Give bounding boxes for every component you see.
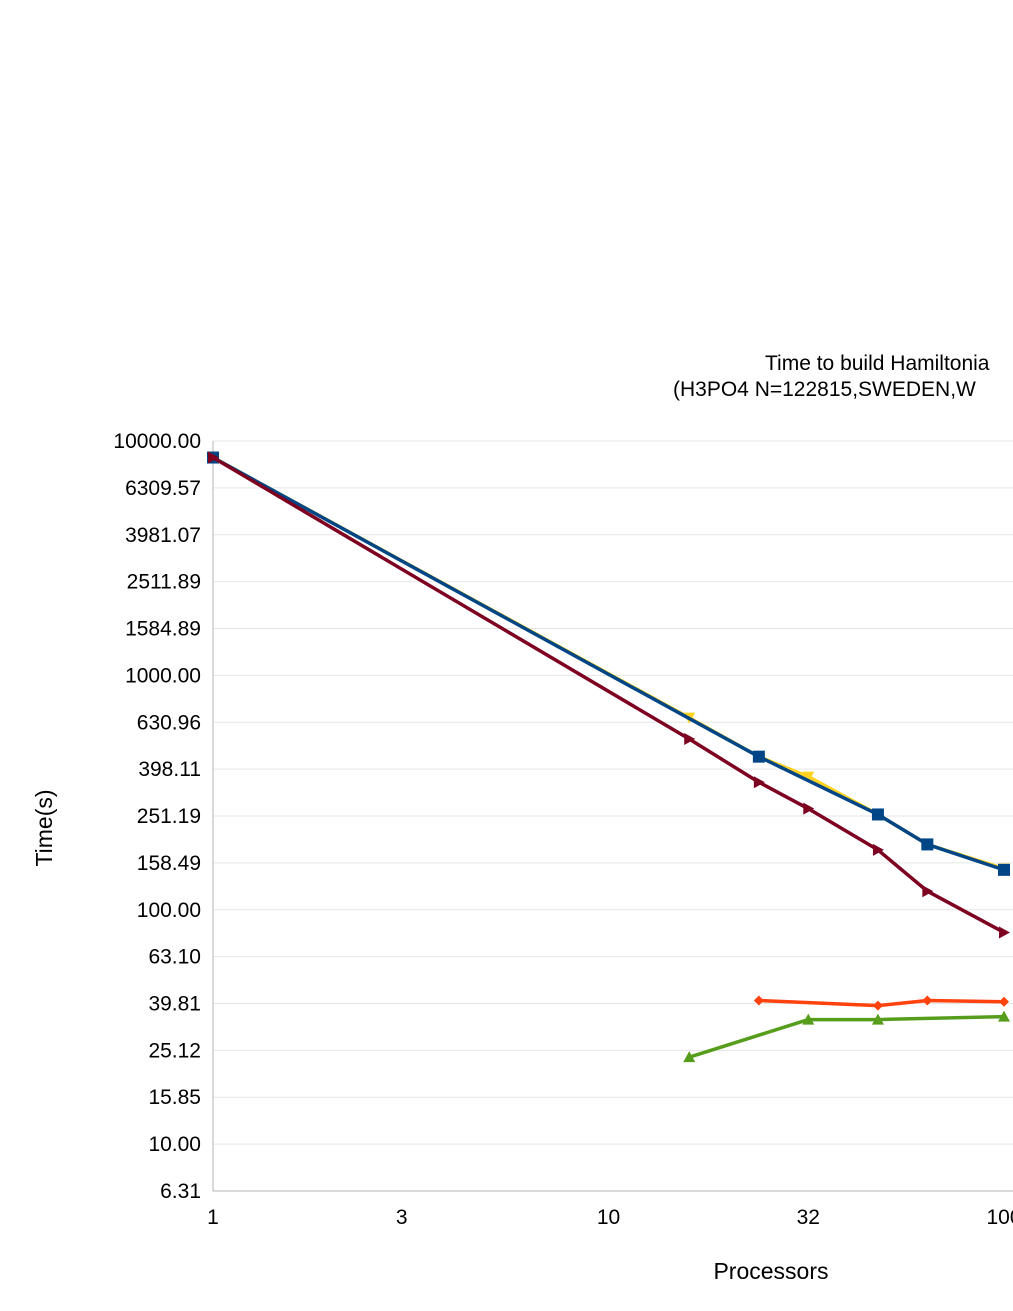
series-4-point-1 <box>802 1013 815 1025</box>
y-tick-label-15: 10.00 <box>148 1133 201 1156</box>
series-3-point-2 <box>922 995 933 1006</box>
y-tick-label-0: 10000.00 <box>113 430 201 453</box>
y-tick-labels: 10000.00 6309.57 3981.07 2511.89 1584.89 1000… <box>113 430 201 1203</box>
series-2-point-6 <box>999 926 1010 939</box>
series-1-point-1 <box>752 750 765 763</box>
y-tick-label-10: 100.00 <box>137 899 201 922</box>
grid-lines <box>212 440 1013 1192</box>
series-0-point-3 <box>802 771 815 783</box>
x-tick-label-1: 3 <box>396 1206 408 1229</box>
y-tick-label-14: 15.85 <box>148 1086 201 1109</box>
y-tick-label-4: 1584.89 <box>125 618 201 641</box>
series-2-point-3 <box>803 802 815 815</box>
y-tick-label-11: 63.10 <box>148 946 201 969</box>
x-tick-label-4: 100 <box>986 1206 1013 1229</box>
series-0-line <box>212 456 1005 871</box>
y-tick-label-12: 39.81 <box>148 993 201 1016</box>
series-1-point-3 <box>921 838 934 851</box>
series-3-line <box>758 998 1005 1008</box>
y-tick-label-8: 251.19 <box>137 805 201 828</box>
series-1-point-4 <box>998 863 1010 876</box>
series-4-line <box>688 1014 1005 1059</box>
y-tick-label-2: 3981.07 <box>125 524 201 547</box>
series-2-line <box>212 456 1005 935</box>
series-3-point-0 <box>753 995 764 1006</box>
y-tick-label-9: 158.49 <box>137 852 201 875</box>
series-group <box>207 451 1010 1063</box>
series-2-point-4 <box>872 843 884 856</box>
chart-title: Time to build Hamiltonia <box>765 352 990 375</box>
x-tick-label-2: 10 <box>597 1206 620 1229</box>
y-tick-label-16: 6.31 <box>160 1180 201 1203</box>
series-2-point-0 <box>208 451 219 464</box>
y-tick-label-6: 630.96 <box>137 711 201 734</box>
series-4-point-3 <box>998 1010 1010 1022</box>
chart-subtitle: (H3PO4 N=122815,SWEDEN,W <box>673 378 976 401</box>
x-tick-labels: 1 3 10 32 100 <box>207 1206 1013 1229</box>
y-tick-label-5: 1000.00 <box>125 664 201 687</box>
y-tick-label-13: 25.12 <box>148 1039 201 1062</box>
y-tick-label-7: 398.11 <box>138 758 201 781</box>
series-3-point-3 <box>999 996 1009 1007</box>
y-tick-label-1: 6309.57 <box>125 477 201 500</box>
series-2-point-2 <box>753 776 765 789</box>
x-axis-label: Processors <box>713 1258 828 1284</box>
x-tick-label-0: 1 <box>207 1206 219 1229</box>
series-2-point-1 <box>684 733 696 746</box>
series-1-point-2 <box>871 808 884 821</box>
series-3-point-1 <box>872 1000 883 1011</box>
series-2-point-5 <box>922 885 934 898</box>
y-axis-label: Time(s) <box>31 789 57 866</box>
series-4-point-0 <box>683 1051 696 1063</box>
x-tick-label-3: 32 <box>797 1206 820 1229</box>
series-4-point-2 <box>871 1013 884 1025</box>
y-tick-label-3: 2511.89 <box>127 571 201 594</box>
series-1-line <box>212 456 1005 872</box>
